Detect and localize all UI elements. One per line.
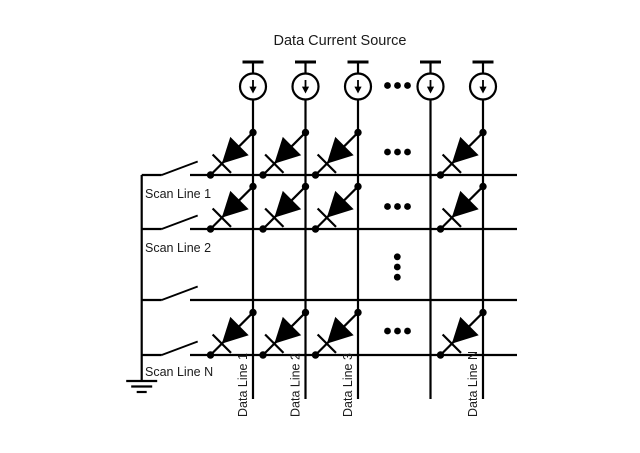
row-ellipsis-icon bbox=[384, 327, 411, 335]
junction-dots bbox=[206, 128, 487, 359]
scan-line-2-label: Scan Line 2 bbox=[145, 241, 211, 255]
switch-icon bbox=[140, 285, 199, 302]
ground-icon bbox=[125, 379, 159, 394]
scan-line-n-label: Scan Line N bbox=[145, 365, 213, 379]
switch-icon bbox=[140, 214, 199, 231]
diagram-title: Data Current Source bbox=[274, 33, 407, 49]
row-ellipsis-icon bbox=[384, 82, 411, 89]
current-sources bbox=[238, 60, 498, 101]
current-source-icon bbox=[238, 60, 268, 101]
current-source-icon bbox=[468, 60, 498, 101]
continuation-dots bbox=[384, 82, 411, 335]
current-source-icon bbox=[416, 60, 445, 101]
row-ellipsis-icon bbox=[384, 148, 411, 156]
scan-line-1-label: Scan Line 1 bbox=[145, 187, 211, 201]
current-source-icon bbox=[291, 60, 320, 101]
switch-icon bbox=[140, 340, 199, 357]
data-line-2-label: Data Line 2 bbox=[289, 353, 303, 417]
wires bbox=[140, 99, 517, 399]
switch-icon bbox=[140, 160, 199, 177]
data-line-1-label: Data Line 1 bbox=[236, 353, 250, 417]
data-line-3-label: Data Line 3 bbox=[341, 353, 355, 417]
current-source-icon bbox=[343, 60, 373, 101]
column-ellipsis-icon bbox=[393, 253, 401, 281]
data-line-n-label: Data Line N bbox=[466, 351, 480, 417]
row-ellipsis-icon bbox=[384, 203, 411, 210]
